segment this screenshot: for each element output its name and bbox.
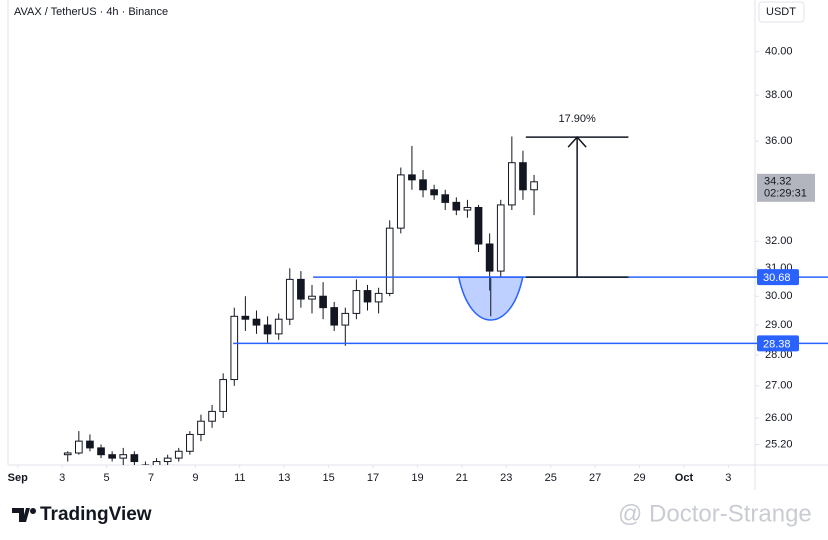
x-tick-label: 11 <box>234 472 245 484</box>
candle-body <box>285 278 294 320</box>
candle-body <box>75 440 83 454</box>
logo-icon <box>12 508 37 522</box>
candle-body <box>474 206 483 245</box>
candle-body <box>174 450 183 459</box>
candle-body <box>241 315 250 320</box>
brand: TradingView <box>40 504 152 525</box>
x-tick-label: 17 <box>367 472 379 484</box>
candle-body <box>363 290 372 303</box>
candle-body <box>63 452 72 456</box>
x-tick-label: 21 <box>456 472 468 484</box>
candle-body <box>452 201 461 211</box>
candle-body <box>352 290 361 314</box>
candle-body <box>86 440 94 449</box>
candle-body <box>152 461 161 465</box>
y-tick-label: 30.00 <box>765 290 793 302</box>
y-tick-label: 38.00 <box>765 89 793 101</box>
level-label: 30.68 <box>763 272 791 284</box>
candle-body <box>319 295 327 309</box>
candle-body <box>297 278 305 300</box>
watermark: @ Doctor-Strange <box>618 500 812 527</box>
candle-body <box>308 295 316 300</box>
measure-label: 17.90% <box>558 113 596 125</box>
y-tick-label: 25.20 <box>765 438 793 450</box>
candle-body <box>130 454 139 463</box>
level-label-box <box>757 335 799 352</box>
currency-box[interactable] <box>758 1 805 23</box>
y-tick-label: 28.00 <box>765 349 793 361</box>
x-tick-label: 3 <box>59 472 65 484</box>
candle-body <box>485 243 494 272</box>
candle-body <box>186 433 194 452</box>
axes: 25.2026.0027.0028.0029.0030.0031.0032.00… <box>8 45 828 484</box>
candle-body <box>530 181 538 191</box>
y-tick-label: 36.00 <box>765 135 793 147</box>
x-tick-label: 9 <box>192 472 198 484</box>
candle-body <box>463 206 472 211</box>
y-tick-label: 29.00 <box>765 319 793 331</box>
candle-body <box>97 447 105 456</box>
candle-body <box>263 324 272 335</box>
x-tick-label: 23 <box>500 472 512 484</box>
y-tick-label: 32.00 <box>765 235 793 247</box>
candle-body <box>496 204 505 272</box>
x-tick-label: 7 <box>148 472 154 484</box>
candle-body <box>374 292 383 303</box>
x-tick-label: 19 <box>411 472 423 484</box>
candle-body <box>119 454 128 459</box>
x-tick-label: 15 <box>323 472 335 484</box>
x-tick-label: Sep <box>8 472 28 484</box>
candle-body <box>274 318 283 335</box>
countdown: 02:29:31 <box>764 188 807 200</box>
y-tick-label: 27.00 <box>765 380 793 392</box>
candle-body <box>163 457 172 463</box>
x-tick-label: 27 <box>589 472 601 484</box>
y-tick-label: 26.00 <box>765 412 793 424</box>
candle-body <box>396 174 405 229</box>
x-tick-label: 5 <box>104 472 110 484</box>
candle-body <box>197 420 205 435</box>
candle-body <box>408 174 416 181</box>
x-tick-label: 13 <box>278 472 290 484</box>
x-tick-label: 29 <box>633 472 645 484</box>
logo: TradingView <box>12 504 152 525</box>
candle-body <box>230 315 239 381</box>
candle-body <box>441 194 450 203</box>
x-tick-label: 3 <box>725 472 731 484</box>
candle-body <box>430 189 438 196</box>
candle-body <box>330 307 339 326</box>
last-price: 34.32 <box>764 176 792 188</box>
y-tick-label: 40.00 <box>765 45 793 57</box>
candle-body <box>519 162 527 191</box>
candle-body <box>208 410 216 422</box>
candle-body <box>252 318 261 326</box>
candle-body <box>385 227 394 294</box>
candle-body <box>341 312 350 326</box>
candle-body <box>219 379 228 412</box>
chart-title: AVAX / TetherUS · 4h · Binance <box>14 6 168 18</box>
x-tick-label: Oct <box>675 472 694 484</box>
x-tick-label: 25 <box>545 472 557 484</box>
last-price-box <box>757 173 815 202</box>
candle-body <box>508 162 516 206</box>
measure-arrowhead <box>567 136 587 148</box>
candle-body <box>108 454 116 459</box>
candle-body <box>419 179 427 191</box>
level-label-box <box>757 269 799 286</box>
plot: 17.90% <box>63 113 755 465</box>
currency[interactable]: USDT <box>766 6 796 18</box>
level-label: 28.38 <box>763 338 791 350</box>
